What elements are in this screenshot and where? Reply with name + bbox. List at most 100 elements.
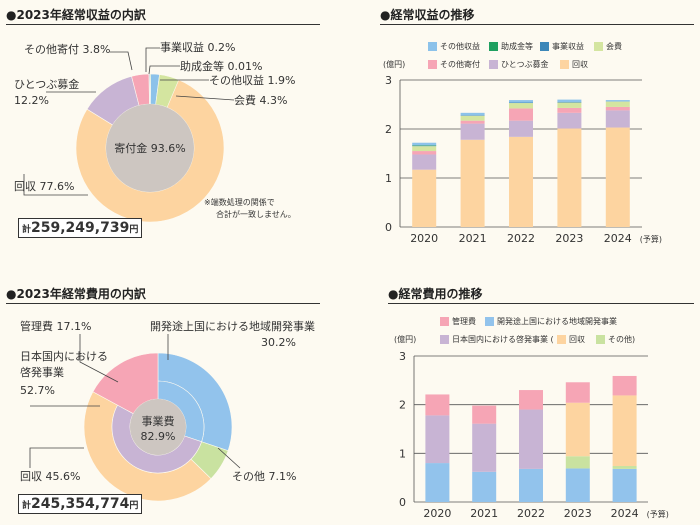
legend-label: 開発途上国における地域開発事業 [497,317,617,326]
income-breakdown-title: ●2023年経常収益の内訳 [6,8,146,22]
expense-label-domestic-line1: 日本国内における [20,349,108,363]
income-label-hitotsubu-name: ひとつぶ募金 [14,77,79,91]
y-tick-label: 2 [399,399,406,412]
legend-swatch [440,335,449,344]
expense-label-regional-value: 30.2% [261,336,296,349]
expense-trend-title-rule [388,303,694,304]
income-label-other-income: その他収益 1.9% [209,73,295,87]
bar-segment [565,468,590,502]
bar-segment [509,108,533,121]
bar-segment [425,463,450,502]
expense-breakdown-chart: 事業費 82.9% 管理費 17.1% 開発途上国における地域開発事業 30.2% 日本国… [20,319,315,502]
income-leader-membership [175,95,235,101]
bar-segment [412,145,437,147]
legend-other-income: その他収益 [428,41,480,52]
rounding-note-line1: ※端数処理の関係で [204,198,275,207]
bar-segment [557,128,582,227]
legend-label: 回収 [569,335,585,344]
rounding-note-line2: 合計が一致しません。 [216,210,296,219]
bar-segment [412,146,437,152]
legend-business-income: 事業収益 [540,41,584,52]
bar-segment [460,115,485,121]
bar-segment [519,409,543,469]
income-inner-disc [106,104,194,192]
legend-label: その他) [608,335,636,344]
y-tick-label: 1 [385,172,392,185]
legend-label: 管理費 [452,317,476,326]
expense-total: 計245,354,774円 [18,494,143,514]
income-trend-chart: 0 1 2 3 2020 2021 2022 2023 2024 (予算) [385,74,662,245]
income-inner-label: 寄付金 93.6% [114,141,185,155]
bar-segment [509,102,533,104]
y-tick-label: 3 [385,74,392,87]
income-leader-other-donations [110,51,133,71]
bar-segment [519,468,543,502]
expense-center-disc [130,399,186,455]
bar-segment [605,110,630,128]
legend-label: 助成金等 [501,42,533,51]
bar-segment [412,145,437,146]
income-label-hitotsubu-value: 12.2% [14,94,49,107]
legend-label: 回収 [572,60,588,69]
y-tick-label: 1 [399,447,406,460]
legend-swatch [489,42,498,51]
bar-segment [557,102,582,108]
income-label-grants: 助成金等 0.01% [180,59,262,73]
bar-segment [605,127,630,227]
y-tick-label: 3 [399,350,406,363]
expense-label-collection: 回収 45.6% [20,470,80,483]
legend-swatch [557,335,566,344]
income-leader-business [145,47,160,72]
expense-leader-other [217,447,241,469]
income-label-business: 事業収益 0.2% [160,40,235,54]
legend-collection: 回収 [560,59,588,70]
income-total: 計259,249,739円 [18,218,143,238]
x-tick-label: 2020 [410,232,438,245]
expense-label-domestic-line2: 啓発事業 [20,365,64,379]
income-total-unit: 円 [129,225,139,235]
legend-swatch [540,42,549,51]
income-label-other-donations: その他寄付 3.8% [24,42,110,56]
bar-segment [612,465,637,469]
x-tick-label: 2022 [507,232,535,245]
income-trend-title: ●経常収益の推移 [380,8,475,22]
bar-segment [509,103,533,109]
expense-label-regional-name: 開発途上国における地域開発事業 [150,319,315,333]
legend-other-expense: その他) [596,334,635,345]
income-trend-title-rule [380,24,694,25]
y-tick-label: 0 [399,496,406,509]
bar-segment [460,115,485,116]
income-trend-unit: (億円) [383,60,406,69]
bar-segment [605,100,630,102]
income-breakdown-chart: 寄付金 93.6% 回収 77.6% ひとつぶ募金 12.2% その他寄付 3.8% 事業… [14,40,295,223]
legend-other-donations: その他寄付 [428,59,480,70]
x-tick-label: 2024 [604,232,632,245]
bar-segment [557,112,582,129]
expense-label-domestic-value: 52.7% [20,384,55,397]
legend-swatch [428,42,437,51]
bar-segment [565,402,590,457]
income-leader-grants [148,65,180,75]
x-tick-note: (予算) [647,509,669,519]
bar-segment [509,100,533,103]
legend-label: 事業収益 [552,42,584,51]
income-breakdown-title-rule [6,24,320,25]
expense-label-admin: 管理費 17.1% [20,319,91,333]
x-tick-label: 2023 [564,507,592,520]
legend-collection-cost: 回収 [557,334,585,345]
bar-segment [412,142,437,146]
expense-inner-label-name: 事業費 [142,414,175,428]
legend-hitotsubu: ひとつぶ募金 [489,59,548,70]
bar-segment [565,382,590,403]
x-tick-note: (予算) [640,234,662,244]
expense-breakdown-title-rule [6,303,320,304]
legend-label: その他収益 [440,42,480,51]
expense-leader-admin [79,334,119,383]
x-tick-label: 2023 [555,232,583,245]
bar-segment [605,101,630,107]
expense-trend-unit: (億円) [394,335,417,344]
income-label-collection: 回収 77.6% [14,180,74,193]
legend-swatch [560,60,569,69]
expense-breakdown-title: ●2023年経常費用の内訳 [6,287,146,301]
x-tick-label: 2020 [423,507,451,520]
